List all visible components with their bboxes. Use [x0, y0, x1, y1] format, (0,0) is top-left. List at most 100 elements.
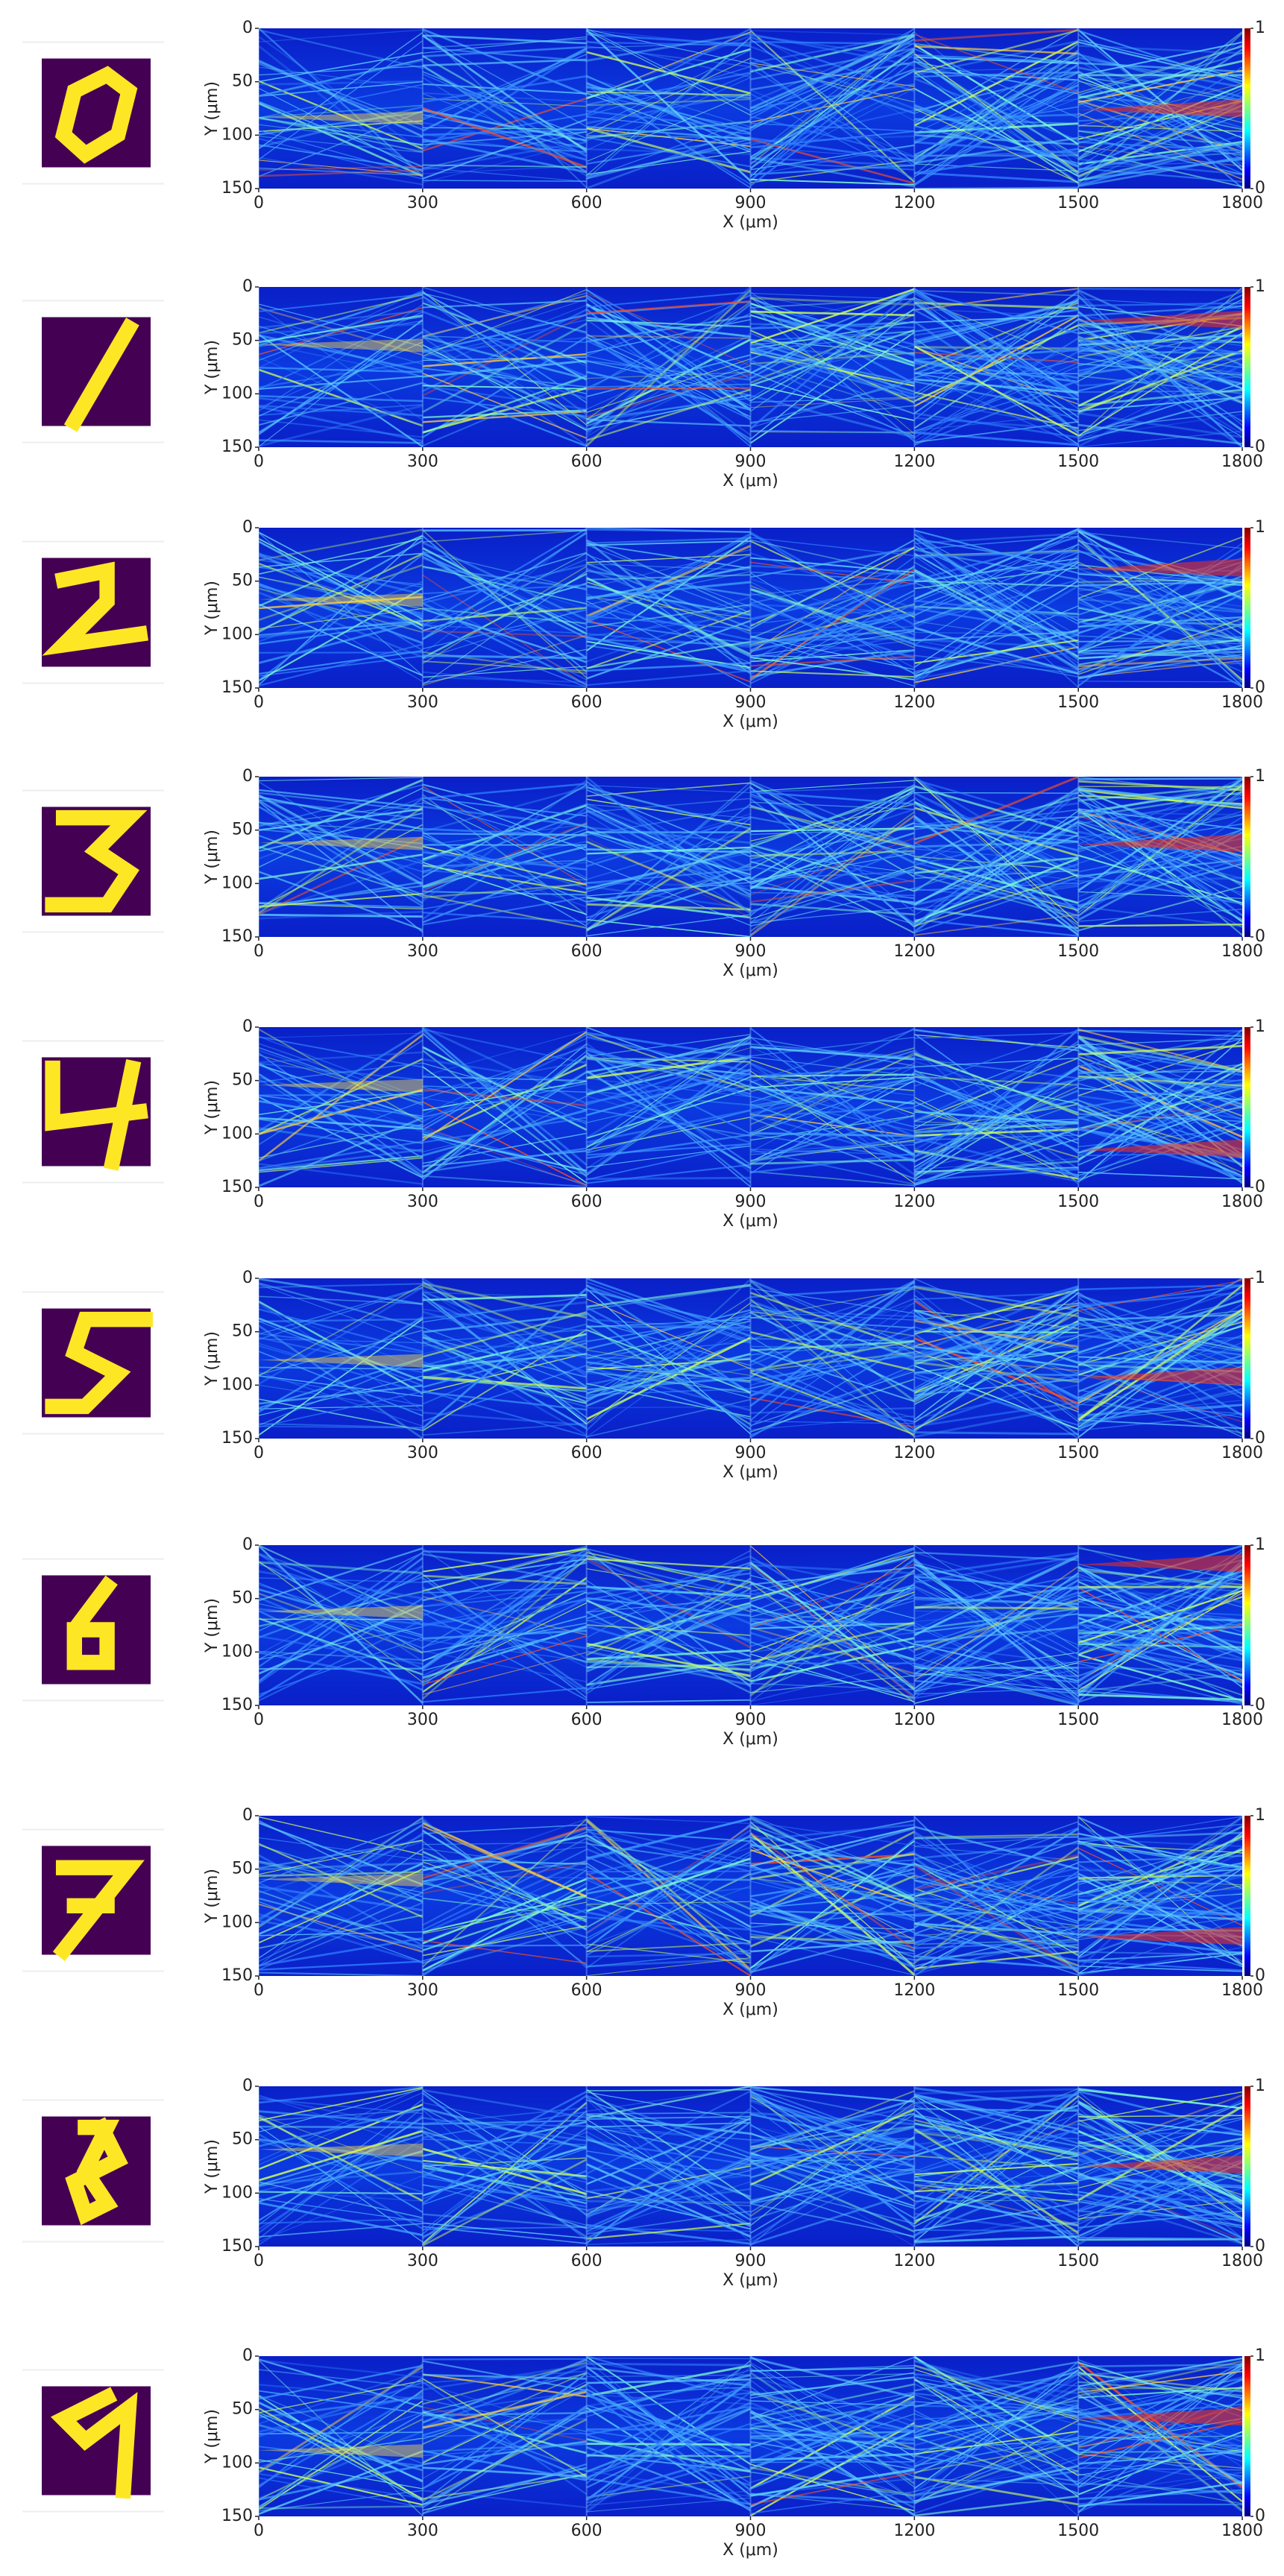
- beam: [914, 188, 1078, 189]
- y-axis-label: Y (μm): [203, 2139, 221, 2194]
- x-tick-label: 1500: [1057, 693, 1099, 712]
- y-tick-label: 0: [242, 1535, 253, 1554]
- y-tick-label: 150: [221, 2507, 253, 2525]
- x-tick-label: 0: [254, 1193, 264, 1211]
- heatmap: [259, 1027, 1242, 1187]
- x-axis-label: X (μm): [723, 472, 778, 490]
- beam: [914, 1607, 1078, 1609]
- colorbar-tick-label: 1: [1255, 1269, 1265, 1287]
- x-tick-label: 300: [407, 1193, 438, 1211]
- x-tick-label: 1800: [1221, 1711, 1263, 1729]
- x-axis-label: X (μm): [723, 2541, 778, 2560]
- x-tick-label: 0: [254, 194, 264, 212]
- x-tick-label: 1500: [1057, 2522, 1099, 2540]
- x-tick-label: 1200: [893, 194, 935, 212]
- beam: [914, 2230, 1078, 2231]
- x-tick-label: 1800: [1221, 942, 1263, 961]
- y-tick-label: 50: [232, 2400, 253, 2419]
- beam: [587, 2201, 751, 2203]
- x-tick-label: 900: [735, 194, 767, 212]
- y-tick-label: 100: [221, 625, 253, 643]
- x-tick-label: 1500: [1057, 194, 1099, 212]
- x-tick-label: 600: [571, 1711, 602, 1729]
- x-tick-label: 900: [735, 2522, 767, 2540]
- y-axis-label: Y (μm): [203, 1080, 221, 1135]
- heatmap: [259, 1545, 1242, 1705]
- y-tick-label: 150: [221, 927, 253, 946]
- y-tick-label: 50: [232, 1071, 253, 1090]
- y-tick-label: 50: [232, 572, 253, 590]
- x-axis-label: X (μm): [723, 2001, 778, 2019]
- y-tick-label: 50: [232, 1589, 253, 1608]
- x-tick-label: 1200: [893, 1711, 935, 1729]
- x-tick-label: 300: [407, 1711, 438, 1729]
- x-tick-label: 1500: [1057, 452, 1099, 471]
- y-tick-label: 0: [242, 277, 253, 296]
- heatmap: [259, 1816, 1242, 1976]
- x-tick-label: 1800: [1221, 2522, 1263, 2540]
- beam: [1078, 681, 1242, 682]
- x-tick-label: 1200: [893, 1193, 935, 1211]
- y-tick-label: 100: [221, 1913, 253, 1931]
- y-tick-label: 100: [221, 2183, 253, 2202]
- x-tick-label: 0: [254, 2252, 264, 2270]
- x-axis-label: X (μm): [723, 713, 778, 731]
- x-tick-label: 600: [571, 1981, 602, 2000]
- x-tick-label: 900: [735, 2252, 767, 2270]
- beam: [751, 2462, 915, 2463]
- x-tick-label: 600: [571, 693, 602, 712]
- colorbar: [1244, 287, 1250, 447]
- x-axis-label: X (μm): [723, 213, 778, 232]
- colorbar: [1244, 2356, 1250, 2516]
- colorbar: [1244, 1278, 1250, 1439]
- x-tick-label: 900: [735, 1444, 767, 1462]
- x-axis-label: X (μm): [723, 1730, 778, 1749]
- colorbar-tick-label: 1: [1255, 518, 1265, 537]
- x-tick-label: 600: [571, 452, 602, 471]
- x-tick-label: 300: [407, 942, 438, 961]
- x-tick-label: 1200: [893, 1444, 935, 1462]
- heatmap: [259, 777, 1242, 937]
- colorbar-tick-label: 1: [1255, 1535, 1265, 1554]
- y-tick-label: 150: [221, 438, 253, 456]
- colorbar: [1244, 1027, 1250, 1187]
- colorbar-tick-label: 1: [1255, 2077, 1265, 2095]
- colorbar-tick-label: 1: [1255, 767, 1265, 786]
- colorbar: [1244, 777, 1250, 937]
- colorbar-tick-label: 1: [1255, 19, 1265, 37]
- x-tick-label: 300: [407, 2522, 438, 2540]
- x-tick-label: 0: [254, 1444, 264, 1462]
- x-tick-label: 600: [571, 2252, 602, 2270]
- x-tick-label: 1800: [1221, 1981, 1263, 2000]
- x-axis-label: X (μm): [723, 962, 778, 980]
- x-axis-label: X (μm): [723, 1212, 778, 1231]
- beam: [587, 2455, 751, 2456]
- heatmap: [259, 287, 1242, 447]
- x-tick-label: 600: [571, 1193, 602, 1211]
- heatmap: [259, 528, 1242, 688]
- colorbar-tick-label: 1: [1255, 1806, 1265, 1825]
- colorbar: [1244, 28, 1250, 189]
- y-tick-label: 0: [242, 2346, 253, 2365]
- beam: [587, 2444, 751, 2445]
- x-tick-label: 900: [735, 942, 767, 961]
- x-tick-label: 900: [735, 452, 767, 471]
- x-tick-label: 1500: [1057, 1444, 1099, 1462]
- x-tick-label: 0: [254, 1981, 264, 2000]
- y-axis-label: Y (μm): [203, 1869, 221, 1924]
- x-tick-label: 1200: [893, 452, 935, 471]
- colorbar: [1244, 1816, 1250, 1976]
- x-tick-label: 300: [407, 693, 438, 712]
- y-tick-label: 0: [242, 2077, 253, 2095]
- x-tick-label: 0: [254, 452, 264, 471]
- y-tick-label: 50: [232, 1322, 253, 1341]
- x-tick-label: 1200: [893, 1981, 935, 2000]
